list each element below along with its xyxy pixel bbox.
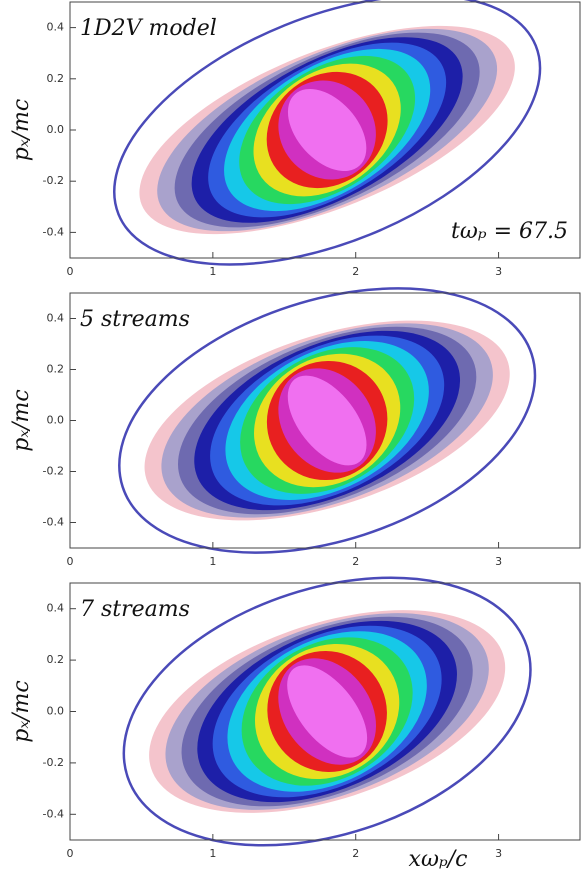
x-tick-label: 2 (352, 555, 359, 568)
panel-title: 5 streams (80, 307, 190, 332)
density-band (287, 88, 367, 172)
x-tick-label: 0 (67, 555, 74, 568)
separatrix (118, 287, 537, 554)
y-tick-label: 0.0 (47, 705, 65, 718)
y-tick-label: -0.4 (43, 225, 64, 238)
panel: 0 1 2 3 -0.4 -0.2 0.0 0.2 0.4 7 streams pₓ/mc xωₚ/c (9, 576, 581, 872)
annotation: tωₚ = 67.5 (451, 219, 568, 244)
y-tick-label: 0.4 (47, 312, 65, 325)
density-band (287, 665, 368, 758)
y-axis-label: pₓ/mc (9, 99, 34, 162)
panel: 0 1 2 3 -0.4 -0.2 0.0 0.2 0.4 1D2V model pₓ/mc tωₚ … (9, 0, 581, 278)
x-tick-label: 2 (352, 265, 359, 278)
y-tick-label: 0.0 (47, 414, 65, 427)
x-tick-label: 0 (67, 265, 74, 278)
x-tick-label: 1 (209, 265, 216, 278)
separatrix (122, 576, 532, 847)
y-tick-label: 0.4 (47, 602, 65, 615)
separatrix (113, 0, 542, 266)
x-tick-label: 3 (495, 265, 502, 278)
panel: 0 1 2 3 -0.4 -0.2 0.0 0.2 0.4 5 streams pₓ/mc (9, 287, 581, 568)
y-tick-label: 0.4 (47, 21, 65, 34)
density-band (287, 375, 367, 466)
y-tick-label: 0.0 (47, 123, 65, 136)
y-tick-label: -0.2 (43, 465, 64, 478)
y-axis-label: pₓ/mc (9, 680, 34, 743)
y-tick-label: -0.2 (43, 174, 64, 187)
panel-title: 7 streams (80, 597, 190, 622)
x-tick-label: 0 (67, 847, 74, 860)
y-tick-label: 0.2 (47, 72, 65, 85)
x-tick-label: 3 (495, 555, 502, 568)
y-axis-label: pₓ/mc (9, 389, 34, 452)
y-tick-label: 0.2 (47, 363, 65, 376)
y-tick-label: -0.2 (43, 756, 64, 769)
x-tick-label: 1 (209, 847, 216, 860)
panel-title: 1D2V model (80, 16, 217, 41)
y-tick-label: -0.4 (43, 516, 64, 529)
x-axis-label: xωₚ/c (409, 847, 468, 872)
x-tick-label: 3 (495, 847, 502, 860)
x-tick-label: 2 (352, 847, 359, 860)
y-tick-label: -0.4 (43, 807, 64, 820)
x-tick-label: 1 (209, 555, 216, 568)
y-tick-label: 0.2 (47, 653, 65, 666)
